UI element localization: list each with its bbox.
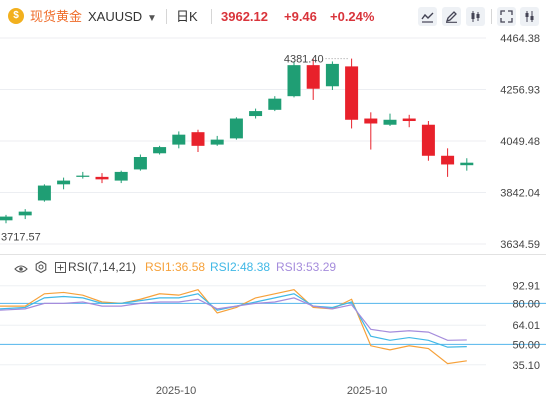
rsi-tick-label: 50.00 bbox=[512, 339, 540, 351]
candle-body bbox=[325, 63, 339, 87]
candle-body bbox=[383, 119, 397, 125]
time-axis-label: 2025-10 bbox=[347, 385, 387, 397]
candle-body bbox=[421, 124, 435, 156]
line-chart-icon bbox=[421, 12, 434, 23]
candle-body bbox=[345, 66, 359, 120]
candle-body bbox=[441, 155, 455, 165]
settings-button[interactable] bbox=[520, 7, 539, 26]
candle-body bbox=[172, 134, 186, 145]
chart-toolbar: $ 现货黄金 XAUUSD ▼ 日K 3962.12 +9.46 +0.24% bbox=[0, 0, 546, 32]
candles bbox=[0, 58, 474, 224]
toolbar-divider bbox=[166, 9, 167, 24]
low-price-label: 3717.57 bbox=[1, 231, 41, 243]
price-tick-label: 3842.04 bbox=[500, 187, 540, 199]
chart-style-button[interactable] bbox=[466, 7, 485, 26]
candle-body bbox=[306, 65, 320, 89]
sliders-icon bbox=[525, 11, 534, 22]
chevron-down-icon[interactable]: ▼ bbox=[147, 13, 157, 24]
candle-body bbox=[210, 139, 224, 145]
high-price-label: 4381.40 bbox=[284, 54, 324, 66]
candle-body bbox=[364, 118, 378, 124]
price-tick-label: 4049.48 bbox=[500, 136, 540, 148]
rsi-series-line-rsi1 bbox=[0, 288, 467, 365]
rsi-tick-label: 80.00 bbox=[512, 298, 540, 310]
rsi-lines bbox=[0, 288, 467, 365]
time-axis: 2025-10 2025-10 bbox=[156, 385, 387, 397]
rsi-tick-label: 92.91 bbox=[512, 281, 540, 293]
rsi-series-line-rsi3 bbox=[0, 297, 467, 341]
pencil-icon bbox=[445, 11, 457, 23]
instrument-name[interactable]: 现货黄金 bbox=[30, 9, 83, 24]
rsi3-value: RSI3:53.29 bbox=[276, 260, 337, 274]
price-change-percent: +0.24% bbox=[330, 9, 375, 24]
rsi-series-line-rsi2 bbox=[0, 293, 467, 348]
price-tick-label: 4464.38 bbox=[500, 33, 540, 45]
last-price: 3962.12 bbox=[221, 9, 268, 24]
indicator-name[interactable]: RSI(7,14,21) bbox=[68, 260, 137, 274]
rsi-tick-label: 35.10 bbox=[512, 360, 540, 372]
panel-divider bbox=[0, 254, 546, 255]
candle-body bbox=[18, 211, 32, 216]
candle-body bbox=[153, 147, 167, 154]
candle-body bbox=[37, 185, 51, 201]
expand-box-icon[interactable] bbox=[55, 261, 66, 273]
instrument-symbol[interactable]: XAUUSD bbox=[88, 9, 143, 24]
indicator-button[interactable] bbox=[418, 7, 437, 26]
candlestick-chart[interactable]: 4464.38 4256.93 4049.48 3842.04 3634.59 4381… bbox=[0, 32, 546, 254]
time-axis-label: 2025-10 bbox=[156, 385, 196, 397]
period-selector[interactable]: 日K bbox=[176, 9, 198, 24]
price-tick-label: 3634.59 bbox=[500, 239, 540, 251]
candle-body bbox=[460, 162, 474, 166]
toolbar-divider bbox=[491, 9, 492, 24]
candle-body bbox=[229, 118, 243, 139]
candle-body bbox=[133, 157, 147, 170]
rsi2-value: RSI2:48.38 bbox=[210, 260, 271, 274]
candle-body bbox=[95, 176, 109, 180]
candle-body bbox=[287, 65, 301, 97]
candlestick-icon bbox=[471, 11, 480, 22]
fullscreen-button[interactable] bbox=[497, 7, 516, 26]
price-change: +9.46 bbox=[284, 9, 317, 24]
candle-body bbox=[249, 111, 263, 117]
candle-body bbox=[114, 171, 128, 181]
visibility-eye-icon[interactable] bbox=[14, 262, 28, 273]
price-axis: 4464.38 4256.93 4049.48 3842.04 3634.59 bbox=[325, 33, 540, 251]
candle-body bbox=[76, 175, 90, 177]
price-gridlines bbox=[0, 37, 486, 245]
candle-body bbox=[402, 118, 416, 122]
candle-body bbox=[57, 180, 71, 185]
rsi-tick-label: 64.01 bbox=[512, 320, 540, 332]
candle-body bbox=[0, 216, 13, 221]
gear-icon[interactable] bbox=[35, 260, 47, 274]
candle-body bbox=[268, 98, 282, 110]
rsi-axis: 92.91 80.00 64.01 50.00 35.10 bbox=[512, 281, 540, 372]
price-tick-label: 4256.93 bbox=[500, 85, 540, 97]
gold-coin-icon: $ bbox=[8, 8, 24, 24]
toolbar-divider bbox=[211, 9, 212, 24]
rsi1-value: RSI1:36.58 bbox=[145, 260, 206, 274]
candle-body bbox=[191, 132, 205, 146]
expand-icon bbox=[500, 10, 513, 23]
draw-tool-button[interactable] bbox=[442, 7, 461, 26]
rsi-chart[interactable]: 92.91 80.00 64.01 50.00 35.10 bbox=[0, 276, 546, 380]
